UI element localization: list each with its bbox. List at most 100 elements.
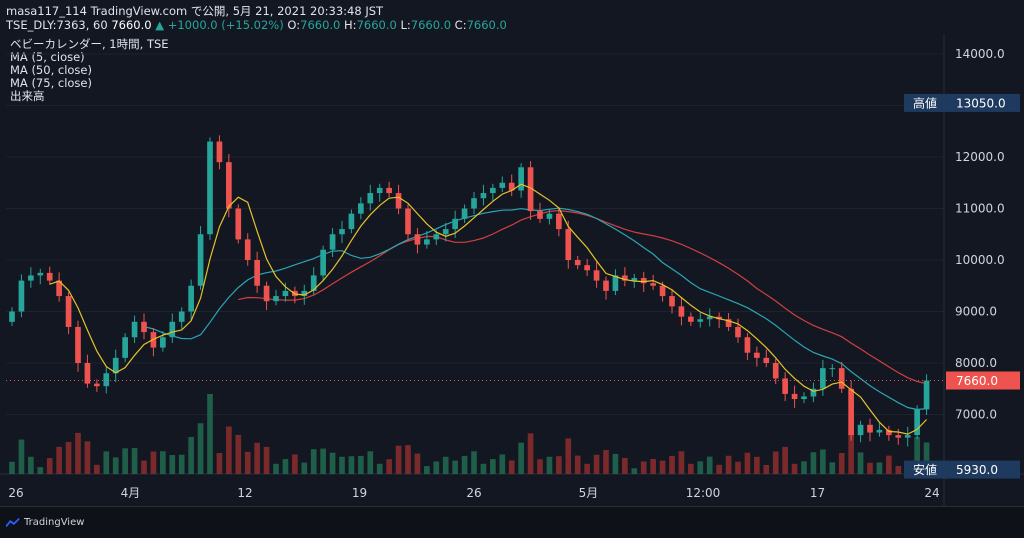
volume-bar	[858, 452, 864, 474]
candle-body	[792, 394, 798, 399]
volume-bar	[349, 456, 355, 474]
volume-bar	[716, 465, 722, 474]
volume-bar	[188, 437, 194, 474]
volume-bar	[641, 461, 647, 474]
symbol-line: TSE_DLY:7363, 60 7660.0 ▲ +1000.0 (+15.0…	[6, 18, 507, 32]
volume-bar	[386, 459, 392, 474]
candle-body	[499, 183, 505, 188]
time-tick-label: 24	[924, 486, 939, 500]
candle-body	[235, 209, 241, 240]
volume-bar	[207, 394, 213, 474]
price-tick-label: 14000.0	[955, 47, 1005, 61]
candle-body	[377, 188, 383, 193]
candle-body	[481, 193, 487, 198]
volume-bar	[28, 457, 34, 474]
candle-body	[217, 142, 223, 163]
volume-bar	[443, 457, 449, 474]
candle-body	[122, 337, 128, 358]
candle-body	[264, 286, 270, 301]
candle-body	[273, 296, 279, 301]
candle-body	[763, 358, 769, 363]
volume-bar	[707, 457, 713, 474]
volume-bar	[103, 451, 109, 474]
volume-bar	[198, 423, 204, 474]
volume-bar	[132, 448, 138, 474]
time-tick-label: 12:00	[686, 486, 721, 500]
time-tick-label: 12	[237, 486, 252, 500]
time-tick-label: 26	[466, 486, 481, 500]
candle-body	[829, 368, 835, 369]
candle-body	[179, 312, 185, 322]
volume-bar	[556, 456, 562, 474]
candle-body	[556, 214, 562, 229]
tradingview-logo[interactable]: TradingView	[6, 517, 84, 528]
candle-body	[198, 234, 204, 286]
volume-bar	[518, 443, 524, 474]
candle-body	[320, 250, 326, 276]
low-label: L:	[400, 18, 410, 32]
volume-bar	[245, 452, 251, 474]
time-tick-label: 17	[810, 486, 825, 500]
candle-body	[650, 283, 656, 286]
volume-bar	[160, 451, 166, 474]
volume-bar	[547, 457, 553, 474]
volume-bar	[584, 464, 590, 474]
candle-body	[565, 229, 571, 260]
symbol-label: TSE_DLY:7363, 60	[6, 18, 108, 32]
close-label: C:	[455, 18, 467, 32]
volume-bar	[122, 448, 128, 474]
volume-bar	[273, 464, 279, 474]
volume-bar	[169, 455, 175, 474]
volume-bar	[358, 456, 364, 474]
candle-body	[188, 286, 194, 312]
volume-bar	[773, 452, 779, 474]
price-chart[interactable]: 14000.013000.012000.011000.010000.09000.…	[0, 34, 1024, 506]
time-axis[interactable]: 26 4月 12 19 26 5月 12:00 17 24	[8, 486, 939, 500]
candle-body	[537, 211, 543, 219]
volume-bar	[264, 447, 270, 474]
candle-body	[141, 322, 147, 332]
volume-bar	[292, 454, 298, 474]
candle-body	[688, 317, 694, 322]
candle-body	[452, 219, 458, 229]
candle-body	[848, 389, 854, 435]
candle-body	[9, 312, 15, 322]
time-tick-label: 5月	[579, 486, 599, 500]
volume-bar	[631, 468, 637, 474]
price-tick-label: 11000.0	[955, 202, 1005, 216]
volume-bar	[217, 453, 223, 474]
time-tick-label: 19	[352, 486, 367, 500]
volume-bar	[462, 456, 468, 474]
close-value: 7660.0	[467, 18, 507, 32]
volume-bar	[415, 454, 421, 474]
tradingview-logo-icon	[6, 518, 20, 528]
candle-body	[471, 198, 477, 208]
volume-bar	[9, 462, 15, 474]
price-tick-label: 9000.0	[955, 305, 997, 319]
candle-body	[245, 239, 251, 260]
volume-bar	[254, 443, 260, 474]
candle-body	[405, 209, 411, 235]
candle-body	[518, 167, 524, 190]
volume-bar	[820, 450, 826, 475]
volume-bar	[235, 435, 241, 474]
volume-bar	[792, 464, 798, 474]
candle-body	[735, 327, 741, 337]
candle-body	[339, 229, 345, 234]
volume-bar	[424, 466, 430, 474]
volume-bar	[405, 445, 411, 474]
candle-body	[679, 306, 685, 316]
volume-bar	[66, 442, 72, 474]
candle-body	[773, 363, 779, 378]
volume-bar	[679, 451, 685, 474]
candle-body	[66, 296, 72, 327]
volume-bar	[669, 456, 675, 474]
volume-bar	[226, 426, 232, 474]
candle-body	[103, 373, 109, 386]
last-price-marker-value: 7660.0	[956, 374, 998, 388]
chart-header: masa117_114 TradingView.com で公開, 5月 21, …	[0, 0, 1024, 34]
candle-body	[19, 281, 25, 312]
volume-bar	[37, 467, 43, 474]
volume-bar	[75, 433, 81, 474]
volume-bar	[763, 465, 769, 474]
